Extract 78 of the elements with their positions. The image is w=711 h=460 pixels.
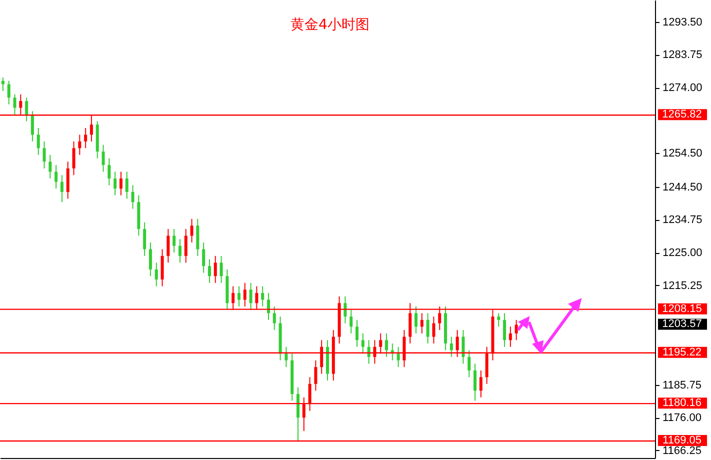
- candlestick: [66, 161, 70, 200]
- y-tick-label: 1283.75: [662, 49, 702, 62]
- candlestick: [25, 97, 28, 122]
- candlestick: [497, 312, 500, 328]
- candlestick: [208, 258, 211, 284]
- y-tick-label: 1234.75: [662, 214, 702, 226]
- candlestick: [72, 140, 76, 176]
- y-tick-label: 1176.00: [662, 412, 702, 424]
- candlestick: [13, 94, 16, 115]
- candlestick: [125, 171, 128, 200]
- candlestick: [432, 316, 436, 344]
- y-tick-label: 1254.50: [662, 148, 702, 160]
- candlestick: [36, 127, 40, 156]
- candlestick: [108, 158, 111, 186]
- candlestick: [361, 332, 364, 354]
- candlestick: [154, 262, 158, 287]
- candlestick: [143, 222, 146, 256]
- text: 黄金4小时图: [290, 17, 370, 33]
- candlestick: [196, 218, 200, 256]
- candlestick: [30, 110, 34, 142]
- candlestick: [184, 228, 188, 264]
- candlestick: [450, 336, 453, 358]
- candlestick: [160, 248, 164, 287]
- candlestick: [272, 306, 276, 331]
- candlestick: [190, 218, 194, 243]
- candlestick: [102, 144, 105, 172]
- candlestick: [426, 312, 430, 344]
- candlestick: [462, 330, 465, 364]
- candlestick: [296, 386, 300, 442]
- candlestick: [166, 228, 170, 264]
- y-tick-label: 1293.50: [662, 16, 702, 28]
- candlestick: [131, 184, 134, 210]
- candlestick: [385, 332, 388, 358]
- candlestick: [249, 282, 252, 310]
- candlestick: [172, 228, 176, 254]
- candlestick: [314, 360, 318, 392]
- candlestick: [420, 312, 424, 334]
- candlestick: [414, 306, 418, 334]
- candlestick: [261, 286, 264, 307]
- candlestick: [178, 238, 182, 264]
- candlestick: [78, 134, 82, 156]
- candlestick: [114, 171, 117, 196]
- ref-line-label: 1195.22: [662, 346, 702, 358]
- candlestick: [119, 171, 122, 196]
- candlestick: [54, 164, 58, 190]
- candlestick: [148, 242, 152, 277]
- y-tick-label: 1244.50: [662, 181, 702, 194]
- candlestick: [237, 286, 240, 307]
- y-tick-label: 1225.00: [662, 247, 702, 260]
- text: 1203.57: [662, 318, 702, 330]
- candlestick: [350, 309, 353, 334]
- candlestick: [514, 319, 518, 341]
- candlestick: [1, 76, 4, 92]
- candlestick: [468, 350, 471, 378]
- ref-line-label: 1208.15: [662, 302, 702, 315]
- candlestick: [84, 127, 88, 149]
- candlestick: [508, 326, 512, 348]
- y-tick-label: 1215.25: [662, 280, 702, 292]
- candlestick: [60, 174, 64, 203]
- y-tick-label: 1166.25: [662, 444, 702, 457]
- candlestick: [42, 140, 46, 169]
- ref-line-label: 1180.16: [662, 397, 702, 410]
- candlestick: [214, 255, 217, 284]
- y-tick-label: 1274.00: [662, 82, 702, 94]
- candlestick: [220, 255, 223, 284]
- candlestick: [7, 80, 10, 105]
- ref-line-label: 1169.05: [662, 434, 702, 446]
- candlestick: [396, 346, 400, 368]
- candlestick: [243, 282, 246, 307]
- candlestick: [48, 154, 52, 179]
- ref-line-label: 1265.82: [662, 108, 702, 121]
- candlestick: [479, 370, 482, 398]
- candlestick: [356, 319, 359, 348]
- candlestick: [284, 346, 288, 368]
- candlestick: [202, 242, 206, 274]
- y-tick-label: 1185.75: [662, 379, 702, 392]
- candlestick: [474, 363, 477, 402]
- candlestick: [503, 312, 506, 348]
